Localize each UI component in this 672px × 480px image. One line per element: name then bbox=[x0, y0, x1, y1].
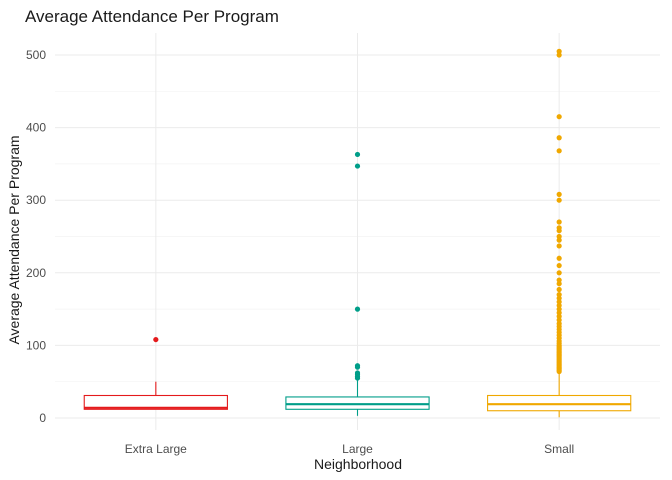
box-series bbox=[83, 48, 632, 418]
outlier-point bbox=[556, 197, 562, 203]
outlier-point bbox=[556, 52, 562, 58]
outlier-point bbox=[556, 219, 562, 225]
outlier-point bbox=[556, 191, 562, 197]
outlier-point bbox=[556, 48, 562, 54]
outlier-point bbox=[556, 135, 562, 141]
outlier-point bbox=[556, 148, 562, 154]
x-tick-label: Small bbox=[544, 442, 574, 456]
outlier-point bbox=[556, 321, 562, 327]
y-tick-label: 400 bbox=[26, 121, 46, 135]
outlier-point bbox=[556, 243, 562, 249]
outlier-point bbox=[354, 370, 361, 376]
y-tick-label: 500 bbox=[26, 48, 46, 62]
outlier-point bbox=[556, 313, 562, 319]
outlier-point bbox=[556, 281, 562, 287]
outlier-point bbox=[556, 299, 562, 305]
box-group bbox=[83, 336, 228, 410]
outlier-point bbox=[354, 163, 361, 169]
outlier-point bbox=[556, 291, 562, 298]
outlier-point bbox=[556, 302, 562, 309]
outlier-point bbox=[354, 306, 361, 312]
outlier-point bbox=[556, 114, 562, 120]
outlier-point bbox=[556, 286, 562, 293]
outlier-point bbox=[556, 306, 562, 312]
outlier-point bbox=[556, 225, 562, 231]
outlier-point bbox=[556, 262, 562, 269]
outlier-point bbox=[556, 310, 562, 316]
x-axis-title: Neighborhood bbox=[314, 456, 402, 472]
outlier-point bbox=[556, 233, 562, 240]
outlier-point bbox=[556, 295, 562, 301]
outlier-point bbox=[556, 277, 562, 283]
box-iqr bbox=[83, 394, 228, 410]
x-axis-ticks: Extra Large Large Small bbox=[125, 442, 574, 456]
outlier-point bbox=[556, 317, 562, 323]
outlier-point bbox=[556, 270, 562, 276]
y-tick-label: 300 bbox=[26, 193, 46, 207]
y-tick-label: 100 bbox=[26, 338, 46, 352]
box-group bbox=[487, 48, 632, 418]
box-group bbox=[285, 151, 430, 416]
y-tick-label: 0 bbox=[39, 411, 46, 425]
chart-title: Average Attendance Per Program bbox=[25, 7, 279, 26]
outlier-point bbox=[556, 237, 562, 243]
outlier-point bbox=[153, 336, 159, 343]
outlier-point bbox=[556, 255, 562, 261]
x-tick-label: Large bbox=[342, 442, 373, 456]
outlier-point bbox=[354, 363, 361, 369]
y-axis-ticks: 0 100 200 300 400 500 bbox=[26, 48, 46, 425]
y-axis-title: Average Attendance Per Program bbox=[6, 135, 22, 344]
x-tick-label: Extra Large bbox=[125, 442, 187, 456]
y-tick-label: 200 bbox=[26, 266, 46, 280]
outlier-point bbox=[354, 151, 361, 158]
